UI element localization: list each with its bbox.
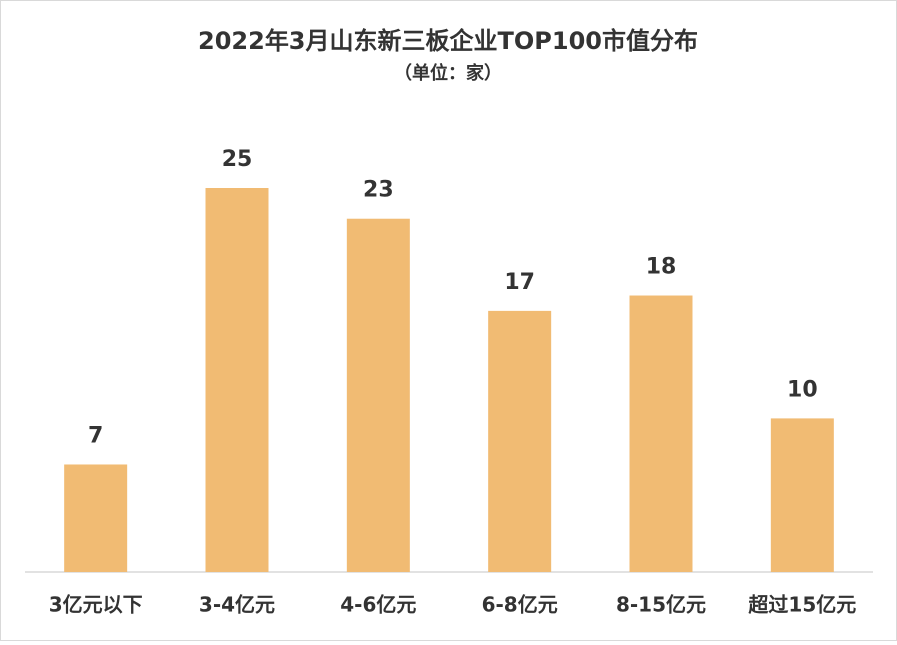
bar bbox=[346, 218, 410, 572]
x-tick-label: 超过15亿元 bbox=[747, 593, 856, 617]
bar bbox=[629, 295, 693, 572]
data-label: 17 bbox=[504, 270, 535, 295]
x-tick-label: 6-8亿元 bbox=[482, 593, 558, 617]
data-label: 10 bbox=[787, 377, 818, 402]
bar bbox=[488, 310, 552, 572]
x-tick-label: 8-15亿元 bbox=[616, 593, 706, 617]
x-tick-label: 3亿元以下 bbox=[49, 593, 143, 617]
bar bbox=[64, 464, 128, 572]
chart-title: 2022年3月山东新三板企业TOP100市值分布 bbox=[198, 27, 698, 55]
data-label: 25 bbox=[222, 147, 253, 172]
x-tick-label: 3-4亿元 bbox=[199, 593, 275, 617]
data-label: 7 bbox=[88, 423, 103, 448]
data-label: 23 bbox=[363, 178, 394, 203]
data-label: 18 bbox=[646, 255, 677, 280]
chart-subtitle: （单位：家） bbox=[394, 62, 502, 84]
x-tick-label: 4-6亿元 bbox=[340, 593, 416, 617]
bar bbox=[205, 188, 269, 572]
bar bbox=[770, 418, 834, 572]
